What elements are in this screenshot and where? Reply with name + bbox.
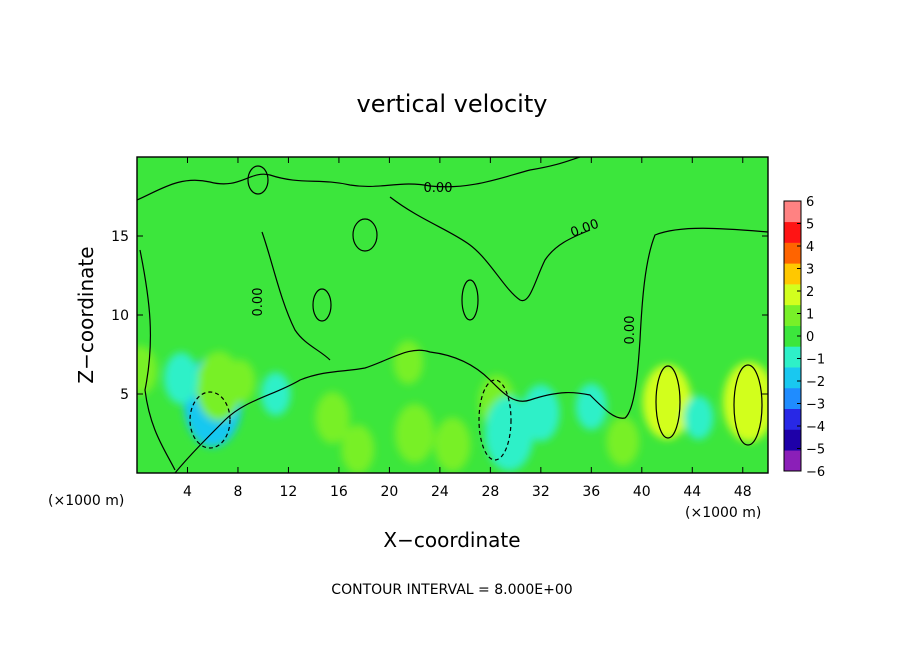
y-axis-title: Z−coordinate [74,246,98,383]
contour-line [247,165,269,195]
field-blob [225,359,256,404]
colorbar-tick-label: 1 [806,308,814,323]
colorbar-swatch [784,263,801,285]
y-tick-label: 10 [111,308,129,324]
contour-label: 0.00 [623,316,638,345]
x-tick-label: 4 [183,484,192,500]
colorbar-swatch [784,367,801,389]
field-blob [315,392,350,444]
field-blob [522,384,560,442]
x-tick-label: 8 [233,484,242,500]
y-axis-units: (×1000 m) [48,493,124,509]
colorbar-swatch [784,429,801,451]
field-blob [575,383,607,430]
y-tick-label: 15 [111,229,129,245]
colorbar: 6 5 4 3 2 1 0 −1 −2 −3 −4 −5 −6 [783,195,825,480]
colorbar-swatch [784,221,801,243]
x-tick-label: 32 [532,484,550,500]
field-blob [434,417,471,472]
x-tick-label: 48 [734,484,752,500]
contour-label: 0.00 [424,181,453,196]
colorbar-tick-label: −4 [806,420,825,435]
contour-line [261,231,331,361]
colorbar-tick-label: −3 [806,398,825,413]
field-blob [683,395,714,440]
colorbar-swatch [784,201,801,223]
chart-title: vertical velocity [357,90,548,118]
colorbar-tick-label: 3 [806,263,814,278]
x-axis: 4 8 12 16 20 24 28 32 36 40 44 48 [183,157,752,500]
colorbar-swatch [784,387,801,409]
colorbar-swatch [784,346,801,368]
field-blob [341,424,375,473]
velocity-field [137,340,768,473]
contour-line [174,227,768,473]
contour-line [733,364,763,446]
x-tick-label: 36 [582,484,600,500]
x-tick-label: 12 [280,484,298,500]
x-tick-label: 44 [683,484,701,500]
contour-line [189,391,231,449]
plot-area: 0.000.000.000.00 [137,157,768,473]
field-blob [261,372,291,416]
field-blob [395,403,435,464]
colorbar-swatch [784,304,801,326]
x-tick-label: 28 [481,484,499,500]
x-tick-label: 24 [431,484,449,500]
colorbar-tick-label: 6 [806,195,814,210]
colorbar-tick-label: 0 [806,330,814,345]
field-blob [606,417,640,466]
colorbar-tick-label: −2 [806,375,825,390]
y-tick-label: 5 [120,387,129,403]
colorbar-tick-label: −1 [806,353,825,368]
colorbar-tick-label: −5 [806,443,825,458]
field-blob [484,396,534,471]
field-blob [642,364,692,440]
colorbar-tick-label: 4 [806,240,814,255]
colorbar-tick-label: 2 [806,285,814,300]
colorbar-swatch [784,325,801,347]
contour-line [352,218,378,252]
field-blob [723,361,768,442]
contour-line [312,288,332,322]
x-axis-units: (×1000 m) [685,505,761,521]
contour-line [389,196,591,302]
colorbar-tick-label: −6 [806,465,825,480]
contour-line [137,157,581,201]
contour-line [461,279,479,321]
zero-contours [137,157,768,473]
x-tick-label: 20 [380,484,398,500]
field-blob [137,345,158,395]
colorbar-swatch [784,408,801,430]
x-tick-label: 40 [633,484,651,500]
colorbar-tick-label: 5 [806,218,814,233]
colorbar-swatch [784,450,801,472]
contour-line [655,365,681,439]
contour-line [478,379,512,461]
field-blob [163,352,199,404]
x-axis-title: X−coordinate [383,528,520,552]
contour-line [139,249,176,471]
field-blob [393,340,424,385]
y-axis: 5 10 15 [111,229,768,403]
contour-label: 0.00 [251,288,266,317]
colorbar-swatch [784,284,801,306]
contour-labels: 0.000.000.000.00 [251,181,638,344]
contour-interval-text: CONTOUR INTERVAL = 8.000E+00 [331,582,572,598]
x-tick-label: 16 [330,484,348,500]
colorbar-swatch [784,242,801,264]
